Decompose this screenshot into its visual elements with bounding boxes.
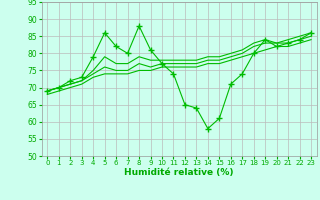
X-axis label: Humidité relative (%): Humidité relative (%) bbox=[124, 168, 234, 177]
